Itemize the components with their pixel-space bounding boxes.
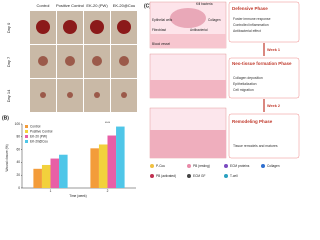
y-tick-label: 40 (16, 160, 20, 164)
phase-item: Cell migration (233, 88, 254, 92)
phase-title: Remodeling Phase (232, 119, 273, 124)
phase-box (228, 1, 300, 43)
column-header: EK-20@Cou (113, 3, 136, 8)
legend-label: ECM proteins (230, 164, 250, 168)
legend-label: EK-20@Cou (30, 139, 48, 143)
legend-label: P-Cou (156, 164, 165, 168)
legend-swatch (187, 174, 191, 178)
wound (121, 92, 127, 98)
phase-item: Epithelialization (233, 82, 257, 86)
significance: **** (105, 121, 111, 125)
row-label: Day 0 (6, 22, 11, 33)
label: Epithelial cells (152, 18, 173, 22)
legend-swatch (187, 164, 191, 168)
label: Collagen (208, 18, 221, 22)
wound (94, 92, 100, 98)
legend-label: Control (30, 124, 41, 128)
legend-swatch (150, 164, 154, 168)
legend-label: PB (resting) (193, 164, 210, 168)
row-label: Day 14 (6, 89, 11, 102)
bar (107, 135, 117, 188)
y-tick-label: 0 (18, 186, 20, 190)
y-tick-label: 20 (16, 173, 20, 177)
week-label: Week 2 (267, 104, 280, 108)
legend-swatch (150, 174, 154, 178)
week-label: Week 1 (267, 48, 280, 52)
row-label: Day 7 (6, 56, 11, 67)
legend-swatch (25, 140, 28, 143)
figure: Control Positive Control EK-20 (PW) EK-2… (2, 1, 300, 198)
legend-label: Positive Control (30, 129, 53, 133)
wound (40, 92, 46, 98)
photo-grid (30, 11, 137, 112)
legend-label: PB (activated) (156, 174, 176, 178)
panel-c: (C) Kill bacteria Epithelial cells Fibro… (144, 1, 300, 178)
bar (98, 144, 108, 188)
wound (117, 20, 131, 34)
label: Kill bacteria (196, 2, 213, 6)
tissue (150, 130, 226, 158)
x-tick-label: 2 (107, 189, 109, 193)
wound (67, 92, 73, 98)
legend-swatch (25, 125, 28, 128)
phase-box (228, 57, 300, 99)
column-header: Positive Control (56, 3, 84, 8)
x-tick-label: 1 (50, 189, 52, 193)
legend-swatch (261, 164, 265, 168)
phase-item: Foster immune response (233, 17, 271, 21)
legend-swatch (224, 164, 228, 168)
bar (41, 164, 51, 188)
phase-item: Antibacterial effect (233, 29, 261, 33)
column-header: Control (37, 3, 50, 8)
legend-label: ECM GF (193, 174, 205, 178)
phase-title: Defensive Phase (232, 6, 268, 11)
wound (119, 56, 129, 66)
column-header: EK-20 (PW) (86, 3, 108, 8)
phase-item: Controlled inflammation (233, 23, 269, 27)
tissue (150, 34, 226, 48)
legend-swatch (25, 130, 28, 133)
y-tick-label: 80 (16, 135, 20, 139)
panel-a: Control Positive Control EK-20 (PW) EK-2… (6, 3, 137, 112)
bar (33, 168, 42, 188)
wound (36, 20, 50, 34)
y-axis-label: Wound closure (%) (5, 144, 9, 171)
bar (116, 126, 125, 188)
bar (90, 148, 99, 188)
y-tick-label: 60 (16, 147, 20, 151)
label: Fibroblast (152, 28, 166, 32)
legend-swatch (25, 135, 28, 138)
panel-label: (C) (144, 3, 151, 9)
hydrogel (170, 8, 206, 28)
wound (38, 56, 48, 66)
bar (59, 154, 68, 188)
wound (65, 56, 75, 66)
wound (90, 20, 104, 34)
legend-swatch (224, 174, 228, 178)
phase-box (228, 113, 300, 159)
wound (63, 20, 77, 34)
legend-label: T-cell (230, 174, 238, 178)
phase-item: Tissue remodels and matures (233, 144, 278, 148)
x-axis-label: Time (week) (69, 194, 86, 198)
panel-label: (B) (2, 115, 9, 121)
legend-label: EK-20 (PW) (30, 134, 47, 138)
label: Blood vessel (152, 42, 170, 46)
y-tick-label: 100 (15, 122, 21, 126)
legend: P-Cou PB (resting) ECM proteins Collagen PB … (150, 164, 280, 178)
phase-item: Collagen deposition (233, 76, 263, 80)
tissue (150, 80, 226, 98)
panel-b: (B) Wound closure (%) Time (week) 0 20 40 6… (2, 115, 136, 198)
wound (92, 56, 102, 66)
legend-label: Collagen (267, 164, 280, 168)
bar (50, 158, 60, 188)
label: Antibacterial (190, 28, 208, 32)
phase-title: Neo-tissue formation Phase (232, 61, 292, 66)
